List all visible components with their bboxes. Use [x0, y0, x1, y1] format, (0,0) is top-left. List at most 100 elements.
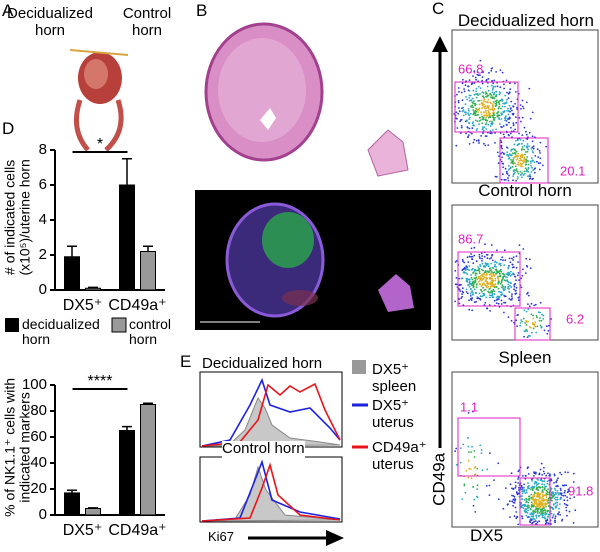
histogram-title: Control horn — [222, 440, 305, 458]
flow-event — [522, 139, 525, 142]
flow-event — [559, 489, 562, 492]
flow-event — [473, 450, 476, 452]
flow-event — [477, 100, 479, 102]
flow-event — [489, 130, 492, 132]
flow-event — [535, 488, 538, 491]
x-tick-label: CD49a⁺ — [108, 522, 166, 539]
flow-event — [540, 319, 543, 322]
y-tick-label: 0 — [39, 506, 47, 523]
flow-event — [473, 93, 476, 96]
flow-event — [475, 87, 478, 90]
flow-event — [543, 466, 545, 469]
flow-event — [515, 279, 517, 281]
flow-event — [544, 513, 546, 516]
flow-event — [530, 515, 533, 518]
flow-event — [475, 93, 477, 95]
flow-event — [507, 97, 510, 100]
flow-event — [532, 503, 534, 505]
flow-event — [521, 162, 524, 165]
flow-event — [472, 89, 475, 92]
flow-plot-frame — [451, 371, 599, 528]
y-tick-label: 20 — [30, 480, 47, 497]
flow-event — [476, 127, 479, 130]
flow-plot-title: Spleen — [498, 348, 552, 367]
flow-event — [560, 473, 563, 476]
flow-event — [520, 165, 523, 168]
flow-event — [519, 170, 522, 173]
flow-event — [491, 292, 494, 295]
flow-event — [531, 331, 533, 334]
flow-event — [486, 257, 489, 260]
flow-event — [530, 504, 533, 507]
flow-gate — [519, 477, 551, 526]
flow-event — [484, 123, 487, 126]
flow-event — [546, 482, 549, 485]
flow-event — [485, 107, 487, 110]
flow-event — [525, 510, 528, 513]
flow-event — [482, 95, 484, 98]
flow-event — [547, 513, 550, 516]
y-tick-label: 40 — [30, 454, 47, 471]
flow-event — [500, 268, 502, 271]
flow-event — [461, 290, 464, 293]
flow-event — [521, 105, 524, 108]
y-tick-label: 100 — [22, 376, 47, 393]
flow-event — [464, 113, 467, 116]
flow-event — [491, 281, 493, 284]
flow-event — [481, 122, 484, 125]
flow-event — [485, 262, 487, 265]
flow-event — [544, 511, 547, 513]
legend-swatch — [352, 360, 366, 374]
flow-event — [482, 269, 485, 272]
flow-event — [515, 155, 518, 158]
flow-event — [539, 311, 541, 314]
flow-event — [467, 108, 470, 110]
flow-event — [478, 99, 481, 102]
flow-event — [476, 296, 479, 298]
flow-event — [489, 296, 491, 299]
flow-event — [474, 465, 477, 468]
panel-label: A — [2, 1, 14, 20]
flow-event — [504, 178, 507, 181]
flow-event — [520, 173, 523, 176]
flow-event — [474, 279, 477, 281]
flow-event — [496, 249, 498, 252]
flow-event — [513, 143, 516, 146]
flow-event — [461, 287, 464, 290]
flow-event — [525, 163, 527, 166]
flow-event — [547, 522, 550, 525]
flow-event — [502, 166, 504, 169]
flow-event — [523, 156, 526, 159]
flow-event — [525, 170, 528, 173]
flow-event — [471, 445, 473, 448]
flow-event — [482, 129, 485, 132]
flow-event — [460, 277, 463, 280]
flow-event — [523, 148, 525, 151]
flow-event — [539, 162, 542, 164]
flow-event — [517, 176, 519, 178]
flow-event — [461, 82, 464, 85]
flow-event — [471, 104, 474, 107]
flow-event — [471, 258, 474, 261]
flow-event — [462, 78, 464, 81]
flow-event — [485, 116, 487, 119]
flow-event — [527, 486, 529, 489]
flow-event — [533, 304, 535, 307]
flow-event — [481, 102, 484, 105]
flow-event — [469, 468, 472, 470]
flow-event — [476, 73, 479, 76]
flow-event — [503, 87, 505, 90]
flow-event — [492, 85, 495, 88]
flow-event — [470, 99, 473, 102]
flow-event — [480, 252, 483, 255]
flow-event — [499, 283, 502, 285]
flow-event — [529, 117, 532, 120]
flow-event — [478, 280, 481, 282]
flow-event — [517, 296, 520, 299]
flow-event — [471, 309, 474, 312]
flow-event — [462, 114, 465, 117]
flow-event — [478, 142, 480, 144]
flow-event — [490, 102, 493, 105]
flow-event — [513, 495, 516, 498]
flow-event — [502, 259, 504, 262]
